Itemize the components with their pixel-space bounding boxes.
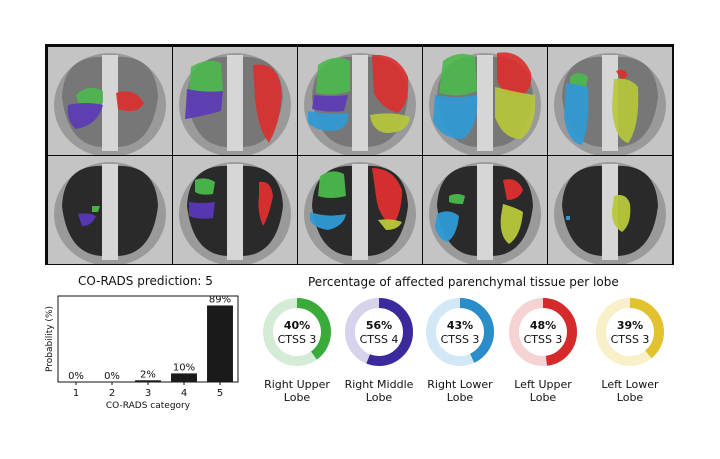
ct-scan-grid — [45, 44, 674, 265]
x-tick-label: 5 — [217, 388, 223, 399]
lobe-label-line2: Lobe — [365, 391, 393, 404]
lobe-label: Right Lower Lobe — [415, 378, 505, 404]
lobe-label-line1: Right Lower — [427, 378, 493, 391]
lobe-label-line2: Lobe — [283, 391, 311, 404]
donut-percent: 39% — [616, 319, 644, 332]
bar-value-label: 0% — [104, 371, 120, 382]
lobe-chart-title: Percentage of affected parenchymal tissu… — [308, 275, 619, 289]
x-tick-label: 3 — [145, 388, 151, 399]
ct-slice-image — [48, 156, 172, 264]
donut-percent: 48% — [529, 319, 557, 332]
lobe-label: Right Middle Lobe — [334, 378, 424, 404]
donut-ctss: CTSS 4 — [359, 333, 399, 346]
co-rads-bar-chart: 0%10%22%310%489%5CO-RADS categoryProbabi… — [45, 294, 239, 411]
y-axis-label: Probability (%) — [45, 306, 55, 372]
donut-arc — [426, 298, 494, 366]
lobe-donut: 43% CTSS 3 — [425, 297, 495, 367]
lobe-label: Left Upper Lobe — [498, 378, 588, 404]
ct-slice-image — [298, 47, 422, 155]
lobe-label-line2: Lobe — [616, 391, 644, 404]
donut-ctss: CTSS 3 — [440, 333, 480, 346]
x-tick-label: 1 — [73, 388, 79, 399]
bar — [207, 305, 233, 382]
lobe-label-line2: Lobe — [529, 391, 557, 404]
x-axis-label: CO-RADS category — [106, 401, 191, 411]
x-tick-label: 4 — [181, 388, 187, 399]
donut-ctss: CTSS 3 — [277, 333, 317, 346]
donut-arc — [345, 298, 413, 366]
bar-value-label: 0% — [68, 371, 84, 382]
lobe-label: Right Upper Lobe — [252, 378, 342, 404]
donut-ctss: CTSS 3 — [523, 333, 563, 346]
lobe-donut: 40% CTSS 3 — [262, 297, 332, 367]
ct-slice-image — [548, 47, 672, 155]
lobe-label-line1: Right Upper — [264, 378, 330, 391]
lobe-label-line1: Right Middle — [344, 378, 414, 391]
donut-percent: 56% — [365, 319, 393, 332]
lobe-label-line1: Left Upper — [514, 378, 572, 391]
bar-value-label: 2% — [140, 369, 156, 380]
bar — [171, 373, 197, 382]
donut-percent: 43% — [446, 319, 474, 332]
co-rads-title: CO-RADS prediction: 5 — [78, 274, 213, 288]
donut-arc — [263, 298, 331, 366]
lobe-label: Left Lower Lobe — [585, 378, 675, 404]
ct-slice-image — [548, 156, 672, 264]
ct-slice-image — [423, 47, 547, 155]
lobe-donut: 56% CTSS 4 — [344, 297, 414, 367]
lobe-donut: 48% CTSS 3 — [508, 297, 578, 367]
bar — [135, 380, 161, 382]
ct-slice-image — [48, 47, 172, 155]
ct-slice-image — [173, 47, 297, 155]
donut-percent: 40% — [283, 319, 311, 332]
lobe-label-line1: Left Lower — [601, 378, 659, 391]
ct-slice-image — [423, 156, 547, 264]
ct-slice-image — [298, 156, 422, 264]
lobe-label-line2: Lobe — [446, 391, 474, 404]
ct-slice-image — [173, 156, 297, 264]
donut-arc — [509, 298, 577, 366]
donut-ctss: CTSS 3 — [610, 333, 650, 346]
lobe-donut: 39% CTSS 3 — [595, 297, 665, 367]
x-tick-label: 2 — [109, 388, 115, 399]
donut-arc — [596, 298, 664, 366]
bar-value-label: 89% — [209, 294, 231, 305]
bar-value-label: 10% — [173, 362, 195, 373]
